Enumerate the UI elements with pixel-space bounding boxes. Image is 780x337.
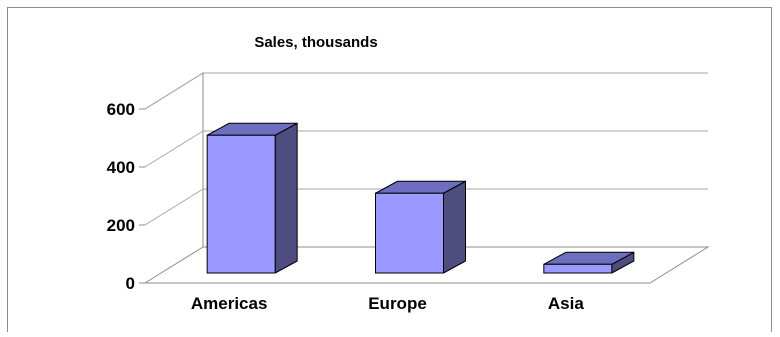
gridline-diagonal-400 (144, 130, 204, 168)
bar-front-americas (206, 134, 276, 274)
gridline-diagonal-200 (144, 188, 204, 226)
bar-front-europe (375, 192, 444, 274)
bar-side-americas (274, 122, 298, 274)
x-label-europe: Europe (368, 294, 427, 313)
bar-front-asia (543, 263, 613, 274)
gridline-diagonal-600 (144, 72, 204, 110)
y-axis-ticks: 0 200 400 600 (107, 100, 145, 293)
bar-americas (206, 122, 298, 274)
bars (206, 122, 635, 274)
bar-asia (543, 251, 635, 274)
y-tick-label-200: 200 (107, 216, 135, 235)
chart-frame (7, 7, 772, 332)
y-tick-label-600: 600 (107, 100, 135, 119)
y-tick-label-0: 0 (126, 274, 135, 293)
y-tick-label-400: 400 (107, 158, 135, 177)
bar-europe (375, 180, 466, 274)
x-label-americas: Americas (191, 294, 268, 313)
bar-side-europe (443, 180, 466, 274)
x-axis-labels: Americas Europe Asia (191, 294, 584, 313)
chart-title: Sales, thousands (254, 34, 377, 51)
x-label-asia: Asia (548, 294, 584, 313)
back-wall-left (144, 72, 204, 284)
